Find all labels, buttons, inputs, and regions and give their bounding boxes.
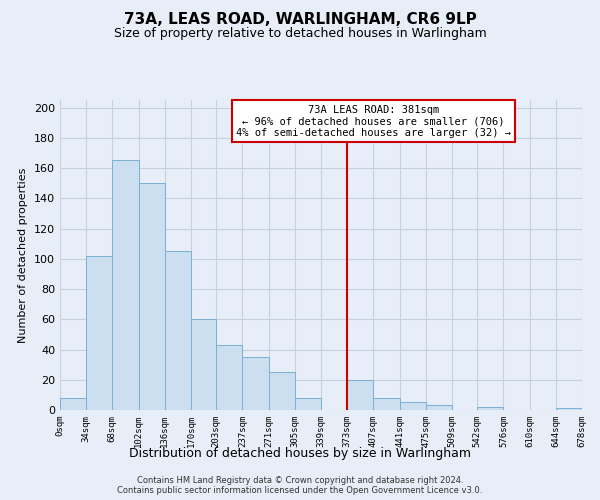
Text: 73A LEAS ROAD: 381sqm
← 96% of detached houses are smaller (706)
4% of semi-deta: 73A LEAS ROAD: 381sqm ← 96% of detached … (236, 104, 511, 138)
Bar (347, 380, 373, 410)
Bar (556, 408, 582, 410)
Bar (112, 160, 139, 410)
Bar (191, 320, 216, 410)
Text: Distribution of detached houses by size in Warlingham: Distribution of detached houses by size … (129, 448, 471, 460)
Bar (373, 398, 400, 410)
Text: Size of property relative to detached houses in Warlingham: Size of property relative to detached ho… (113, 28, 487, 40)
Text: 73A, LEAS ROAD, WARLINGHAM, CR6 9LP: 73A, LEAS ROAD, WARLINGHAM, CR6 9LP (124, 12, 476, 28)
Bar (426, 406, 452, 410)
Bar (477, 407, 503, 410)
Text: Contains public sector information licensed under the Open Government Licence v3: Contains public sector information licen… (118, 486, 482, 495)
Text: Contains HM Land Registry data © Crown copyright and database right 2024.: Contains HM Land Registry data © Crown c… (137, 476, 463, 485)
Bar (242, 357, 269, 410)
Bar (139, 183, 165, 410)
Bar (165, 251, 191, 410)
Bar (400, 402, 426, 410)
Bar (269, 372, 295, 410)
Bar (295, 398, 321, 410)
Bar (216, 345, 242, 410)
Bar (60, 398, 86, 410)
Bar (86, 256, 112, 410)
Y-axis label: Number of detached properties: Number of detached properties (19, 168, 28, 342)
